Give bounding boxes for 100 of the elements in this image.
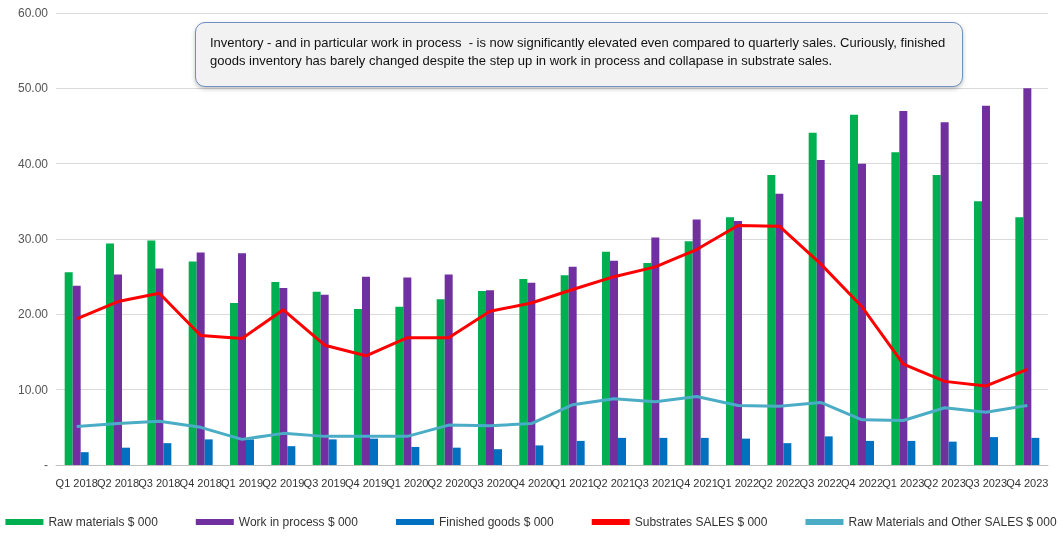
y-tick-label: 10.00: [17, 382, 49, 397]
bar: [230, 303, 238, 465]
bar: [602, 251, 610, 465]
bar: [610, 260, 618, 465]
x-tick-label: Q1 2022: [716, 476, 760, 489]
x-tick-label: Q1 2018: [55, 476, 98, 489]
line-series: [75, 394, 1029, 441]
bar: [974, 201, 982, 465]
bar: [808, 132, 817, 465]
bar: [147, 240, 156, 465]
x-tick-label: Q3 2022: [799, 476, 842, 489]
bar: [899, 110, 908, 465]
bar: [866, 440, 874, 465]
x-tick-label: Q4 2023: [1006, 476, 1049, 489]
bar: [122, 447, 130, 465]
x-tick-label: Q3 2021: [634, 476, 677, 489]
bar: [163, 443, 172, 465]
bar: [1031, 437, 1040, 465]
bar: [858, 163, 866, 465]
bar: [618, 437, 626, 465]
legend-label: Finished goods $ 000: [438, 515, 555, 529]
bar: [486, 290, 494, 465]
x-tick-label: Q4 2018: [179, 476, 222, 489]
bar: [527, 282, 536, 465]
bar: [80, 452, 89, 465]
bar: [279, 287, 288, 465]
y-tick-label: 30.00: [17, 232, 49, 246]
bar: [411, 446, 420, 465]
legend-label: Work in process $ 000: [238, 515, 359, 529]
bar: [452, 447, 461, 465]
x-tick-label: Q4 2021: [675, 476, 718, 489]
bar: [932, 174, 941, 465]
bar: [726, 217, 734, 465]
bar: [395, 306, 404, 465]
bar: [155, 268, 164, 465]
bar: [560, 275, 569, 465]
x-tick-label: Q3 2019: [303, 476, 346, 489]
legend-label: Substrates SALES $ 000: [634, 515, 768, 529]
bar: [816, 159, 825, 465]
bar: [734, 220, 742, 465]
x-tick-label: Q1 2021: [551, 476, 594, 489]
bar: [478, 290, 486, 465]
x-tick-label: Q2 2022: [758, 476, 801, 489]
bar: [659, 437, 668, 465]
y-tick-label: 60.00: [17, 6, 49, 20]
legend-label: Raw materials $ 000: [48, 515, 159, 529]
bar: [64, 272, 73, 465]
callout-box: Inventory - and in particular work in process - is now significantly elevated even compared to quarterly sales. Curiously, finished goods inventory has barely changed despite the step up in work in process and collapase in substrate sales.: [195, 22, 963, 87]
y-tick-label: 40.00: [17, 156, 49, 171]
bar: [72, 285, 81, 465]
bar: [114, 274, 122, 465]
bar: [403, 277, 412, 465]
bar: [246, 439, 254, 465]
x-tick-label: Q3 2023: [964, 476, 1008, 489]
x-tick-label: Q2 2020: [427, 476, 470, 489]
bar: [1023, 88, 1032, 465]
line-series: [75, 223, 1029, 388]
y-tick-label: -: [44, 458, 48, 472]
bar: [684, 241, 693, 465]
bar: [328, 439, 337, 465]
bar: [891, 152, 900, 465]
bar: [354, 309, 362, 465]
bar: [990, 437, 998, 465]
bar: [238, 253, 246, 465]
bar: [271, 281, 280, 465]
bar: [576, 440, 585, 465]
bar: [535, 445, 544, 465]
bar: [948, 441, 957, 465]
bar: [907, 440, 916, 465]
x-tick-label: Q4 2019: [344, 476, 388, 489]
x-tick-label: Q1 2023: [882, 476, 925, 489]
bar: [850, 114, 858, 465]
x-tick-label: Q2 2021: [592, 476, 636, 489]
x-tick-label: Q1 2019: [220, 476, 264, 489]
bar: [494, 449, 502, 465]
bar: [700, 437, 709, 465]
bar: [643, 263, 652, 465]
x-tick-label: Q4 2020: [510, 476, 553, 489]
bar: [312, 291, 321, 465]
bar: [1015, 217, 1024, 465]
bar: [370, 438, 378, 465]
bar: [436, 299, 445, 465]
x-tick-label: Q1 2020: [386, 476, 429, 489]
bar: [692, 219, 701, 465]
bar: [204, 439, 213, 465]
y-tick-label: 20.00: [17, 307, 49, 322]
bar: [444, 274, 453, 465]
bar: [775, 193, 784, 465]
bar: [568, 266, 577, 465]
bar: [651, 237, 660, 465]
bar: [188, 261, 197, 465]
bar: [287, 446, 296, 465]
y-tick-label: 50.00: [17, 81, 49, 96]
bar: [742, 438, 750, 465]
bar: [767, 174, 776, 465]
x-tick-label: Q3 2018: [138, 476, 181, 489]
bar: [196, 252, 205, 465]
bar: [982, 105, 990, 465]
x-tick-label: Q4 2022: [840, 476, 884, 489]
x-tick-label: Q2 2019: [262, 476, 305, 489]
